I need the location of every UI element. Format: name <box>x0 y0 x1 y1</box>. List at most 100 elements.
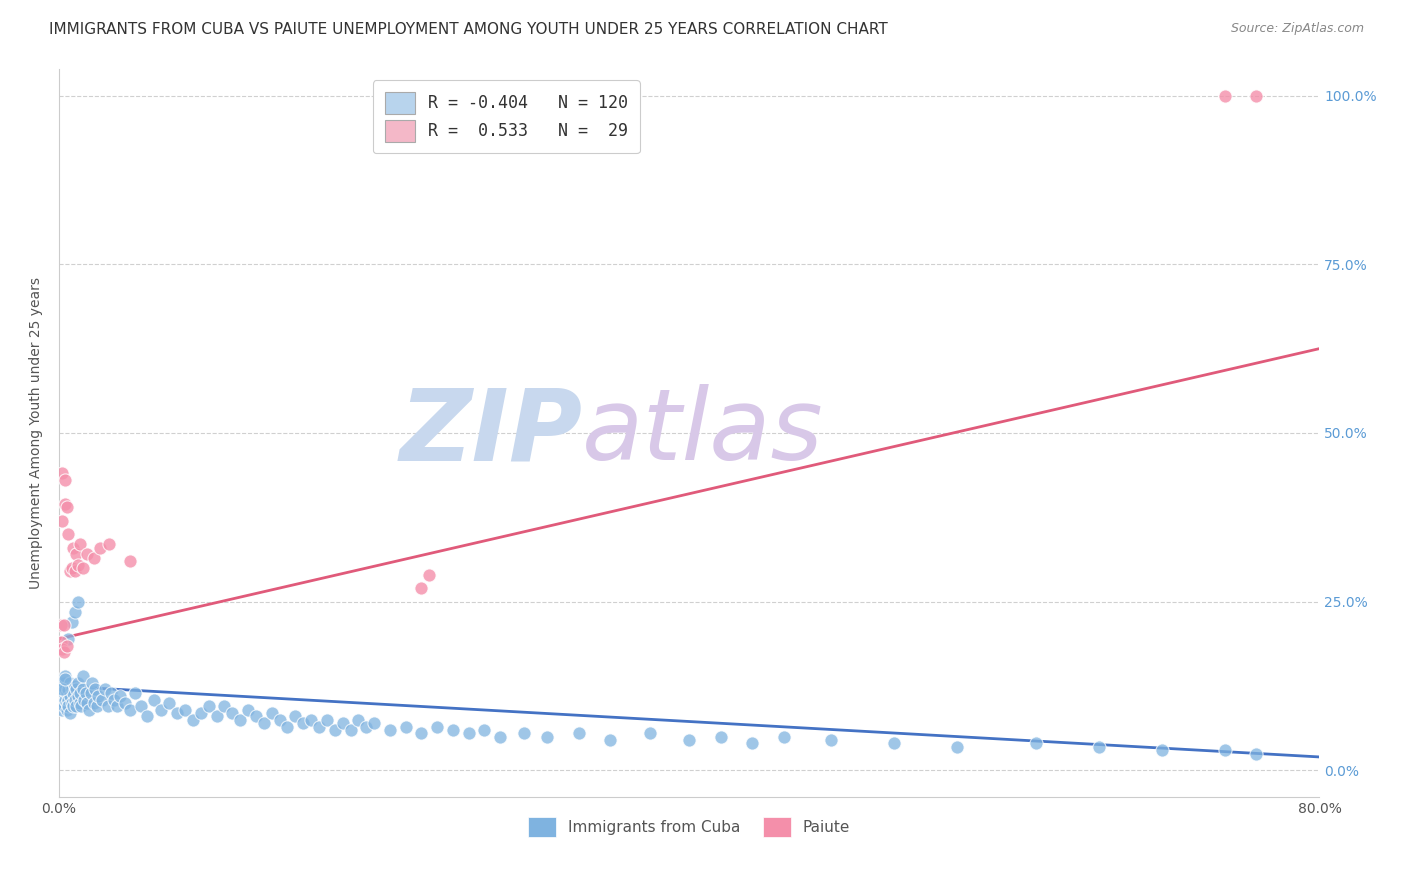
Point <box>214 699 236 714</box>
Point <box>66 675 89 690</box>
Point <box>1025 736 1047 750</box>
Point <box>284 709 307 723</box>
Point <box>93 682 115 697</box>
Point <box>276 720 298 734</box>
Point <box>339 723 361 737</box>
Point <box>75 686 97 700</box>
Point <box>51 679 73 693</box>
Point <box>100 686 122 700</box>
Point <box>66 690 89 704</box>
Point <box>53 669 76 683</box>
Point <box>260 706 283 720</box>
Point <box>457 726 479 740</box>
Point <box>65 699 87 714</box>
Point <box>51 692 73 706</box>
Point <box>72 561 94 575</box>
Point <box>205 709 228 723</box>
Point <box>51 682 73 697</box>
Point <box>946 739 969 754</box>
Point <box>97 699 120 714</box>
Point <box>883 736 905 750</box>
Point <box>49 675 72 690</box>
Point <box>190 706 212 720</box>
Point <box>63 565 86 579</box>
Point <box>56 500 79 515</box>
Point <box>49 699 72 714</box>
Point <box>426 720 449 734</box>
Point <box>83 696 105 710</box>
Point <box>52 618 75 632</box>
Point <box>87 690 110 704</box>
Point <box>72 682 94 697</box>
Point <box>59 675 82 690</box>
Point <box>53 682 76 697</box>
Point <box>49 686 72 700</box>
Y-axis label: Unemployment Among Youth under 25 years: Unemployment Among Youth under 25 years <box>30 277 44 589</box>
Point <box>236 703 259 717</box>
Text: ZIP: ZIP <box>399 384 582 482</box>
Point <box>489 730 512 744</box>
Point <box>245 709 267 723</box>
Point <box>84 682 107 697</box>
Point <box>90 692 112 706</box>
Text: atlas: atlas <box>582 384 824 482</box>
Point <box>83 550 105 565</box>
Point <box>418 567 440 582</box>
Point <box>411 726 433 740</box>
Point <box>69 537 91 551</box>
Point <box>59 706 82 720</box>
Point <box>229 713 252 727</box>
Point <box>51 690 73 704</box>
Point <box>332 716 354 731</box>
Text: IMMIGRANTS FROM CUBA VS PAIUTE UNEMPLOYMENT AMONG YOUTH UNDER 25 YEARS CORRELATI: IMMIGRANTS FROM CUBA VS PAIUTE UNEMPLOYM… <box>49 22 889 37</box>
Point <box>79 686 101 700</box>
Point <box>65 548 87 562</box>
Point <box>72 669 94 683</box>
Point <box>98 537 121 551</box>
Point <box>150 703 173 717</box>
Point <box>69 696 91 710</box>
Point <box>197 699 219 714</box>
Point <box>51 642 73 657</box>
Point <box>58 682 80 697</box>
Point <box>63 692 86 706</box>
Point <box>62 699 84 714</box>
Point <box>323 723 346 737</box>
Point <box>52 645 75 659</box>
Point <box>221 706 243 720</box>
Text: Source: ZipAtlas.com: Source: ZipAtlas.com <box>1230 22 1364 36</box>
Legend: Immigrants from Cuba, Paiute: Immigrants from Cuba, Paiute <box>520 810 858 845</box>
Point <box>53 692 76 706</box>
Point <box>53 673 76 687</box>
Point <box>1213 743 1236 757</box>
Point <box>118 703 141 717</box>
Point <box>820 733 842 747</box>
Point <box>678 733 700 747</box>
Point <box>59 690 82 704</box>
Point <box>60 561 83 575</box>
Point <box>1213 88 1236 103</box>
Point <box>1246 88 1268 103</box>
Point <box>536 730 558 744</box>
Point <box>60 682 83 697</box>
Point <box>599 733 621 747</box>
Point <box>58 527 80 541</box>
Point <box>474 723 496 737</box>
Point <box>710 730 733 744</box>
Point <box>411 581 433 595</box>
Point <box>65 682 87 697</box>
Point <box>441 723 464 737</box>
Point <box>110 690 132 704</box>
Point <box>77 703 100 717</box>
Point <box>118 554 141 568</box>
Point <box>52 686 75 700</box>
Point <box>82 675 104 690</box>
Point <box>58 699 80 714</box>
Point <box>1246 747 1268 761</box>
Point <box>568 726 591 740</box>
Point <box>73 692 96 706</box>
Point <box>166 706 188 720</box>
Point <box>66 595 89 609</box>
Point <box>62 541 84 555</box>
Point <box>52 696 75 710</box>
